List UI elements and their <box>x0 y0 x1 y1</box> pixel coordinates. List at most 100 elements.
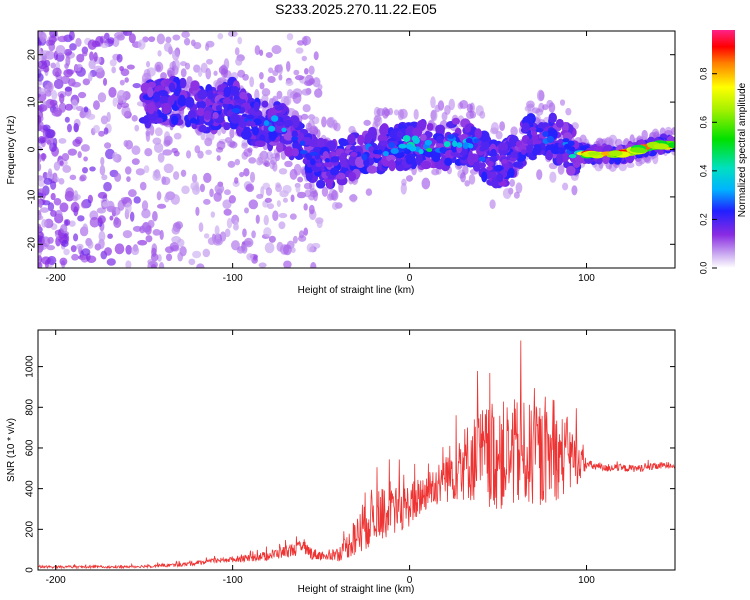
spectrogram-noise-blob <box>100 156 105 166</box>
spectrogram-ridge-blob <box>452 117 460 125</box>
spectrogram-noise-blob <box>173 171 180 180</box>
spectrogram-x-axis-label: Height of straight line (km) <box>298 285 415 296</box>
spectrogram-core-blob <box>299 150 308 155</box>
spectrogram-noise-blob <box>286 33 294 41</box>
spectrogram-core-blob <box>299 140 306 146</box>
spectrogram-noise-blob <box>43 218 54 229</box>
spectrogram-noise-blob <box>259 49 264 56</box>
spectrogram-ridge-blob <box>189 117 198 124</box>
spectrogram-noise-blob <box>256 193 264 199</box>
spectrogram-core-blob <box>629 147 646 153</box>
spectrogram-ridge-blob <box>274 104 284 111</box>
spectrogram-noise-blob <box>276 241 284 252</box>
spectrogram-noise-blob <box>177 238 185 248</box>
spectrogram-core-blob <box>456 142 463 148</box>
spectrogram-noise-blob <box>264 197 273 203</box>
spectrogram-halo-blob <box>292 92 302 104</box>
snr-series-line <box>38 340 675 570</box>
spectrogram-noise-blob <box>63 248 70 256</box>
spectrogram-noise-blob <box>145 235 153 243</box>
spectrogram-y-tick-label: 10 <box>27 96 38 108</box>
spectrogram-halo-blob <box>413 109 419 120</box>
spectrogram-noise-blob <box>42 171 48 180</box>
spectrogram-halo-blob <box>499 121 506 132</box>
spectrogram-noise-blob <box>158 261 165 268</box>
spectrogram-noise-blob <box>226 217 233 229</box>
spectrogram-ridge-blob <box>420 160 432 170</box>
spectrogram-core-blob <box>212 111 219 119</box>
spectrogram-noise-blob <box>60 75 71 85</box>
spectrogram-noise-blob <box>265 187 273 196</box>
spectrogram-core-blob <box>324 158 330 163</box>
spectrogram-core-blob <box>402 135 411 142</box>
colorbar-gradient <box>712 30 735 268</box>
spectrogram-noise-blob <box>57 35 68 43</box>
colorbar-tick-label: 0.6 <box>698 116 708 129</box>
spectrogram-noise-blob <box>51 109 62 117</box>
spectrogram-ridge-blob <box>366 165 378 174</box>
spectrogram-noise-blob <box>156 191 162 201</box>
spectrogram-noise-blob <box>120 196 131 203</box>
spectrogram-noise-blob <box>296 40 305 46</box>
spectrogram-noise-blob <box>303 227 309 236</box>
spectrogram-noise-blob <box>137 39 146 50</box>
snr-y-tick-label: 200 <box>25 521 36 538</box>
spectrogram-ridge-blob <box>198 124 207 133</box>
spectrogram-noise-blob <box>86 255 97 264</box>
spectrogram-core-blob <box>398 143 407 149</box>
spectrogram-noise-blob <box>243 237 254 248</box>
spectrogram-ridge-blob <box>196 107 205 117</box>
spectrogram-noise-blob <box>152 229 161 236</box>
spectrogram-noise-blob <box>131 158 140 166</box>
spectrogram-ridge-blob <box>512 161 524 168</box>
spectrogram-noise-blob <box>38 199 43 208</box>
spectrogram-noise-blob <box>243 168 250 177</box>
spectrogram-noise-blob <box>133 196 141 204</box>
spectrogram-ridge-blob <box>370 129 378 138</box>
spectrogram-noise-blob <box>153 142 164 154</box>
spectrogram-core-blob <box>542 131 549 138</box>
spectrogram-noise-blob <box>62 165 72 173</box>
spectrogram-noise-blob <box>55 44 66 56</box>
spectrogram-noise-blob <box>216 155 221 162</box>
spectrogram-core-blob <box>361 153 368 161</box>
spectrogram-ridge-blob <box>446 121 455 129</box>
snr-plot-area <box>38 330 675 570</box>
spectrogram-noise-blob <box>122 31 133 36</box>
spectrogram-y-tick-label: -20 <box>27 237 38 252</box>
spectrogram-noise-blob <box>59 257 68 266</box>
spectrogram-noise-blob <box>87 240 94 249</box>
spectrogram-noise-blob <box>135 168 145 176</box>
spectrogram-noise-blob <box>224 189 231 196</box>
spectrogram-noise-blob <box>252 255 258 261</box>
spectrogram-noise-blob <box>103 181 112 192</box>
spectrogram-noise-blob <box>123 139 129 148</box>
spectrogram-core-blob <box>510 151 518 158</box>
spectrogram-core-blob <box>533 140 542 145</box>
spectrogram-noise-blob <box>58 102 67 113</box>
spectrogram-noise-blob <box>126 64 135 70</box>
spectrogram-core-blob <box>653 143 669 150</box>
spectrogram-noise-blob <box>116 102 122 110</box>
spectrogram-ridge-blob <box>426 122 434 131</box>
spectrogram-core-blob <box>382 151 389 157</box>
spectrogram-halo-blob <box>143 68 151 79</box>
spectrogram-noise-blob <box>41 153 46 162</box>
spectrogram-noise-blob <box>316 219 323 229</box>
spectrogram-noise-blob <box>139 181 147 191</box>
spectrogram-ridge-blob <box>545 152 553 160</box>
spectrogram-core-blob <box>468 143 474 149</box>
spectrogram-ridge-blob <box>223 122 231 131</box>
spectrogram-core-blob <box>424 139 432 146</box>
spectrogram-noise-blob <box>102 77 108 86</box>
spectrogram-noise-blob <box>108 87 117 98</box>
spectrogram-noise-blob <box>301 88 312 96</box>
spectrogram-noise-blob <box>50 209 57 217</box>
spectrogram-noise-blob <box>38 88 47 95</box>
spectrogram-ridge-blob <box>357 134 365 146</box>
spectrogram-noise-blob <box>192 250 202 259</box>
spectrogram-noise-blob <box>101 174 108 181</box>
spectrogram-ridge-blob <box>493 164 504 172</box>
spectrogram-noise-blob <box>97 215 106 224</box>
spectrogram-halo-blob <box>671 127 675 136</box>
